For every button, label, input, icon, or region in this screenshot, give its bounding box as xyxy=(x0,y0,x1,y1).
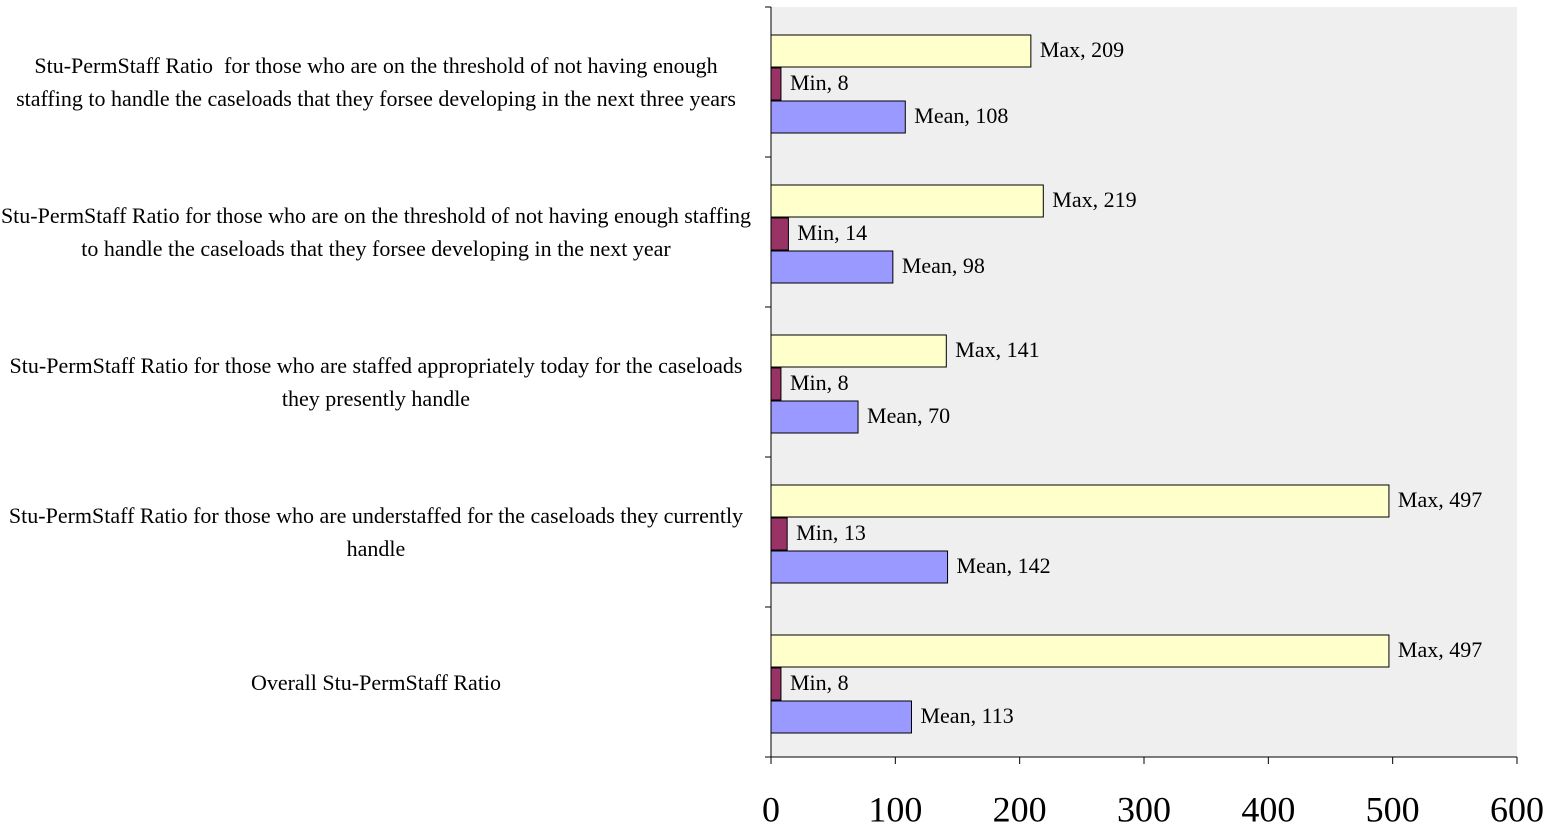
x-tick-label: 500 xyxy=(1366,789,1420,829)
x-tick-label: 0 xyxy=(762,789,780,829)
bar xyxy=(770,67,782,101)
bar xyxy=(770,667,782,701)
data-label: Min, 8 xyxy=(790,670,849,695)
x-tick-label: 200 xyxy=(993,789,1047,829)
data-label: Max, 219 xyxy=(1052,187,1136,212)
data-label: Max, 497 xyxy=(1398,637,1482,662)
bar xyxy=(770,34,1032,68)
data-label: Mean, 142 xyxy=(957,553,1051,578)
x-tick-label: 600 xyxy=(1490,789,1544,829)
category-label: Stu-PermStaff Ratio for those who are st… xyxy=(9,353,748,411)
category-label: Stu-PermStaff Ratio for those who are on… xyxy=(16,53,736,111)
bar xyxy=(770,217,789,251)
data-label: Mean, 98 xyxy=(902,253,985,278)
x-tick-label: 100 xyxy=(868,789,922,829)
data-label: Min, 14 xyxy=(797,220,867,245)
x-tick-label: 400 xyxy=(1241,789,1295,829)
data-label: Min, 13 xyxy=(796,520,866,545)
bar xyxy=(770,550,949,584)
category-label: Stu-PermStaff Ratio for those who are un… xyxy=(8,503,749,561)
bar xyxy=(770,700,912,734)
bar xyxy=(770,184,1044,218)
bar xyxy=(770,400,859,434)
category-label: Overall Stu-PermStaff Ratio xyxy=(250,669,502,695)
bar xyxy=(770,484,1390,518)
bar xyxy=(770,517,788,551)
category-label: Stu-PermStaff Ratio for those who are on… xyxy=(0,203,757,261)
bar xyxy=(770,250,894,284)
bar xyxy=(770,100,906,134)
data-label: Mean, 70 xyxy=(867,403,950,428)
bar xyxy=(770,334,947,368)
data-label: Max, 141 xyxy=(955,337,1039,362)
data-label: Mean, 113 xyxy=(920,703,1013,728)
data-label: Min, 8 xyxy=(790,370,849,395)
bar xyxy=(770,634,1390,668)
data-label: Max, 209 xyxy=(1040,37,1124,62)
data-label: Min, 8 xyxy=(790,70,849,95)
data-label: Max, 497 xyxy=(1398,487,1482,512)
data-label: Mean, 108 xyxy=(914,103,1008,128)
bar xyxy=(770,367,782,401)
x-tick-label: 300 xyxy=(1117,789,1171,829)
